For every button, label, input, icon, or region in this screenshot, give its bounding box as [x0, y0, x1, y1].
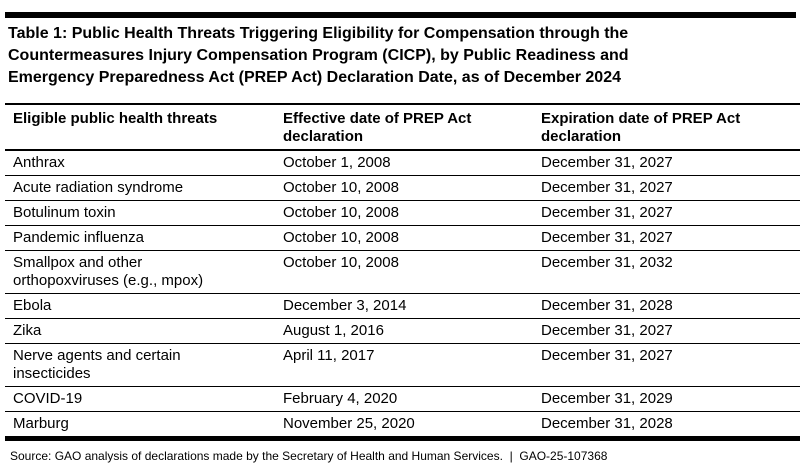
eligibility-table: Eligible public health threats Effective…: [5, 103, 800, 436]
table-content: Eligible public health threats Effective…: [5, 103, 800, 464]
threat-cell: Anthrax: [5, 149, 283, 176]
expiration-date-cell: December 31, 2027: [541, 318, 800, 344]
table-title: Table 1: Public Health Threats Triggerin…: [8, 23, 804, 89]
threat-text: Anthrax: [13, 154, 65, 171]
threat-cell: Nerve agents and certain insecticides: [5, 343, 283, 387]
effective-date-cell: August 1, 2016: [283, 318, 541, 344]
table-row: Anthrax October 1, 2008 December 31, 202…: [5, 149, 800, 176]
effective-date-cell: November 25, 2020: [283, 411, 541, 436]
expiration-date-cell: December 31, 2029: [541, 386, 800, 412]
threat-cell: Acute radiation syndrome: [5, 175, 283, 201]
table-row: Botulinum toxin October 10, 2008 Decembe…: [5, 200, 800, 226]
effective-date-cell: April 11, 2017: [283, 343, 541, 387]
threat-cell: Pandemic influenza: [5, 225, 283, 251]
effective-date-cell: October 10, 2008: [283, 250, 541, 294]
table-row: COVID-19 February 4, 2020 December 31, 2…: [5, 386, 800, 412]
expiration-date-cell: December 31, 2027: [541, 175, 800, 201]
threat-cell: Smallpox and other orthopoxviruses (e.g.…: [5, 250, 283, 294]
table-title-line: Table 1: Public Health Threats Triggerin…: [8, 25, 629, 42]
threat-text: Marburg: [13, 415, 69, 432]
top-rule-bar: [5, 12, 796, 18]
expiration-date-cell: December 31, 2028: [541, 293, 800, 319]
expiration-date-cell: December 31, 2027: [541, 343, 800, 387]
expiration-date-cell: December 31, 2028: [541, 411, 800, 436]
table-row: Nerve agents and certain insecticides Ap…: [5, 343, 800, 387]
threat-cell: COVID-19: [5, 386, 283, 412]
expiration-date-cell: December 31, 2027: [541, 200, 800, 226]
threat-cell: Zika: [5, 318, 283, 344]
table-body: Anthrax October 1, 2008 December 31, 202…: [5, 149, 800, 436]
table-row: Smallpox and other orthopoxviruses (e.g.…: [5, 250, 800, 294]
table-header: Eligible public health threats Effective…: [5, 103, 800, 151]
table-row: Zika August 1, 2016 December 31, 2027: [5, 318, 800, 344]
expiration-date-cell: December 31, 2027: [541, 225, 800, 251]
threat-text: COVID-19: [13, 390, 83, 407]
threat-text: Smallpox and other orthopoxviruses (e.g.…: [13, 254, 204, 289]
threat-cell: Botulinum toxin: [5, 200, 283, 226]
table-row: Acute radiation syndrome October 10, 200…: [5, 175, 800, 201]
header-expiration-date: Expiration date of PREP Act declaration: [541, 103, 800, 151]
effective-date-cell: October 1, 2008: [283, 149, 541, 176]
threat-cell: Marburg: [5, 411, 283, 436]
table-title-line: Emergency Preparedness Act (PREP Act) De…: [8, 69, 621, 86]
expiration-date-cell: December 31, 2032: [541, 250, 800, 294]
source-note: Source: GAO analysis of declarations mad…: [10, 449, 608, 463]
threat-text: Nerve agents and certain insecticides: [13, 347, 181, 382]
threat-text: Ebola: [13, 297, 52, 314]
expiration-date-cell: December 31, 2027: [541, 149, 800, 176]
header-row: Eligible public health threats Effective…: [5, 103, 800, 151]
table-row: Marburg November 25, 2020 December 31, 2…: [5, 411, 800, 436]
header-effective-date: Effective date of PREP Act declaration: [283, 103, 541, 151]
threat-text: Zika: [13, 322, 42, 339]
header-threats: Eligible public health threats: [5, 103, 283, 151]
table-title-line: Countermeasures Injury Compensation Prog…: [8, 47, 629, 64]
threat-text: Botulinum toxin: [13, 204, 116, 221]
threat-text: Acute radiation syndrome: [13, 179, 184, 196]
table-row: Ebola December 3, 2014 December 31, 2028: [5, 293, 800, 319]
effective-date-cell: February 4, 2020: [283, 386, 541, 412]
effective-date-cell: October 10, 2008: [283, 200, 541, 226]
effective-date-cell: October 10, 2008: [283, 175, 541, 201]
effective-date-cell: December 3, 2014: [283, 293, 541, 319]
effective-date-cell: October 10, 2008: [283, 225, 541, 251]
threat-text: Pandemic influenza: [13, 229, 144, 246]
threat-cell: Ebola: [5, 293, 283, 319]
bottom-rule-bar: [5, 436, 800, 441]
table-row: Pandemic influenza October 10, 2008 Dece…: [5, 225, 800, 251]
